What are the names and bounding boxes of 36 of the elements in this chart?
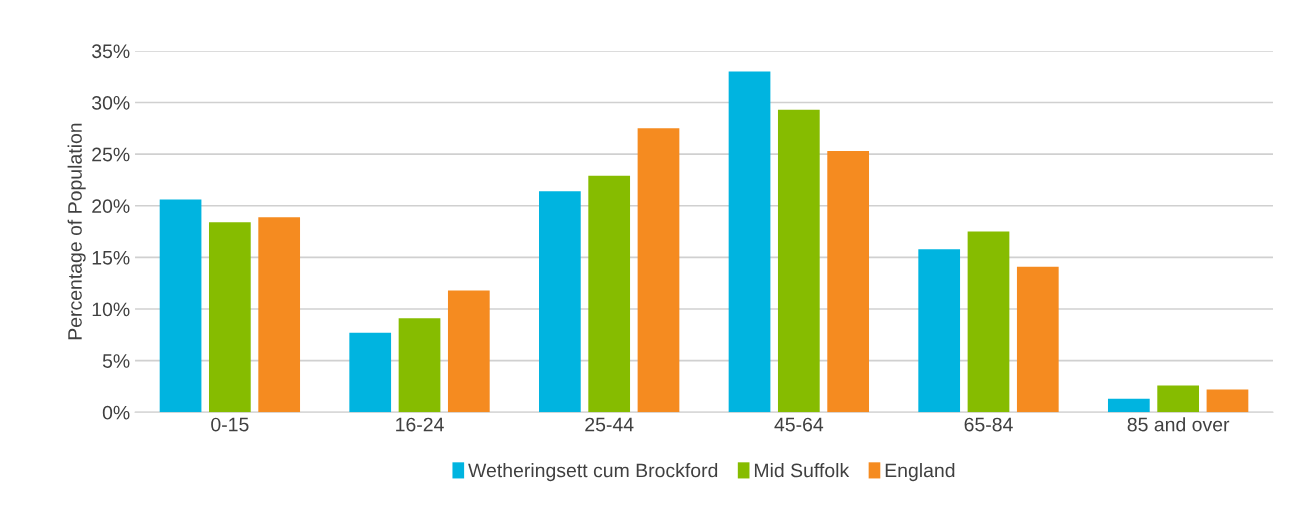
bar	[918, 249, 961, 413]
bar	[539, 191, 581, 413]
y-tick-label: 0%	[102, 405, 130, 420]
bar	[728, 71, 771, 413]
legend-label: Wetheringsett cum Brockford	[468, 463, 718, 482]
legend-label: Mid Suffolk	[754, 463, 850, 478]
bar	[209, 222, 251, 413]
bar	[1206, 389, 1249, 413]
bar	[349, 332, 392, 413]
x-tick-label: 65-84	[964, 417, 1013, 432]
bar	[159, 199, 202, 413]
y-tick-label: 25%	[92, 147, 130, 162]
y-tick-label: 5%	[102, 354, 130, 368]
bar	[258, 217, 301, 413]
legend-label: England	[885, 463, 955, 482]
bar	[447, 290, 490, 413]
bar	[1107, 398, 1150, 413]
bar	[777, 109, 820, 413]
bar	[637, 128, 680, 413]
y-tick-label: 20%	[92, 199, 130, 214]
bar	[398, 318, 441, 413]
y-tick-label: 10%	[92, 302, 130, 317]
y-tick-label: 35%	[92, 44, 130, 59]
bar	[1157, 385, 1200, 413]
x-tick-label: 25-44	[585, 417, 634, 432]
x-tick-label: 16-24	[396, 417, 444, 432]
bar	[827, 151, 870, 413]
bar	[967, 231, 1010, 413]
y-axis-title: Percentage of Population	[67, 123, 86, 340]
bar	[1016, 266, 1059, 413]
x-tick-label: 0-15	[211, 417, 249, 432]
x-tick-label: 45-64	[774, 417, 824, 432]
y-tick-label: 30%	[92, 96, 130, 110]
y-tick-label: 15%	[92, 250, 130, 265]
bar	[588, 175, 631, 413]
x-tick-label: 85 and over	[1127, 417, 1230, 432]
